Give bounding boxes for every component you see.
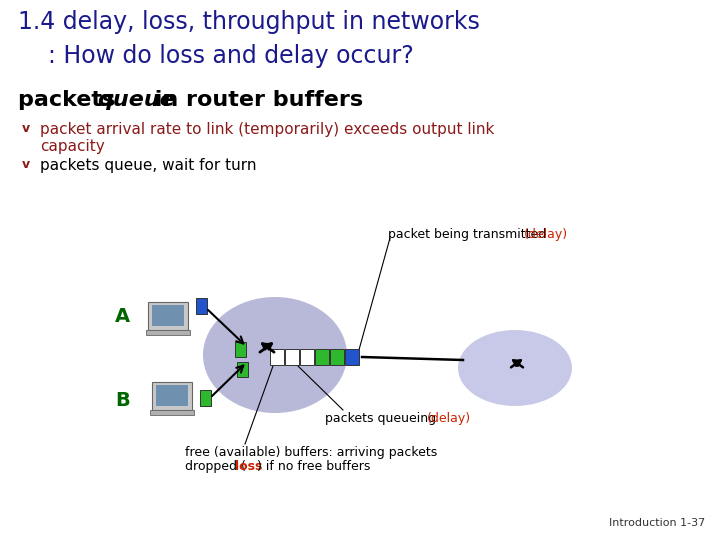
Bar bbox=[237, 362, 248, 377]
Bar bbox=[345, 349, 359, 365]
Text: free (available) buffers: arriving packets: free (available) buffers: arriving packe… bbox=[185, 446, 437, 459]
Ellipse shape bbox=[458, 330, 572, 406]
Text: Introduction 1-37: Introduction 1-37 bbox=[608, 518, 705, 528]
Bar bbox=[152, 382, 192, 410]
Text: A: A bbox=[115, 307, 130, 326]
Text: (delay): (delay) bbox=[524, 228, 568, 241]
Text: packet arrival rate to link (temporarily) exceeds output link: packet arrival rate to link (temporarily… bbox=[40, 122, 495, 137]
Text: dropped (: dropped ( bbox=[185, 460, 246, 473]
Text: v: v bbox=[22, 158, 30, 171]
Text: packets: packets bbox=[18, 90, 123, 110]
Text: : How do loss and delay occur?: : How do loss and delay occur? bbox=[18, 44, 414, 68]
Bar bbox=[235, 342, 246, 357]
Bar bbox=[270, 349, 284, 365]
Bar bbox=[152, 305, 184, 326]
Text: queue: queue bbox=[97, 90, 175, 110]
Bar bbox=[148, 302, 188, 330]
Text: B: B bbox=[115, 390, 130, 409]
Bar bbox=[330, 349, 344, 365]
Bar bbox=[156, 385, 188, 406]
Ellipse shape bbox=[203, 297, 347, 413]
Bar bbox=[196, 298, 207, 314]
Text: ) if no free buffers: ) if no free buffers bbox=[257, 460, 370, 473]
Text: packets queue, wait for turn: packets queue, wait for turn bbox=[40, 158, 256, 173]
Bar bbox=[146, 330, 190, 335]
Text: 1.4 delay, loss, throughput in networks: 1.4 delay, loss, throughput in networks bbox=[18, 10, 480, 34]
Text: capacity: capacity bbox=[40, 139, 104, 154]
Text: v: v bbox=[22, 122, 30, 135]
Bar bbox=[150, 410, 194, 415]
Bar bbox=[300, 349, 314, 365]
Bar bbox=[285, 349, 299, 365]
Bar bbox=[315, 349, 329, 365]
Bar bbox=[200, 390, 211, 406]
Text: packet being transmitted: packet being transmitted bbox=[388, 228, 550, 241]
Text: (delay): (delay) bbox=[427, 412, 471, 425]
Text: loss: loss bbox=[235, 460, 262, 473]
Text: packets queueing: packets queueing bbox=[325, 412, 440, 425]
Text: in router buffers: in router buffers bbox=[147, 90, 363, 110]
